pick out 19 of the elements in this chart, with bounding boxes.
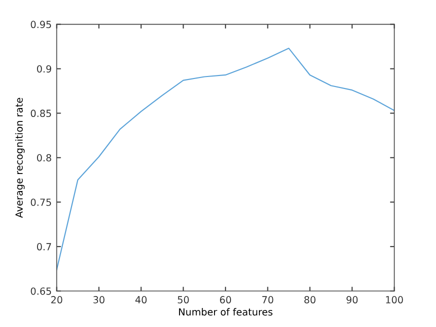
y-tick-label: 0.8	[37, 154, 52, 162]
x-tick-label: 80	[304, 296, 316, 304]
y-tick-label: 0.75	[30, 198, 51, 206]
x-tick-label: 70	[262, 296, 274, 304]
y-tick-label: 0.85	[30, 110, 51, 118]
x-tick-label: 30	[93, 296, 104, 304]
x-tick-label: 90	[346, 296, 358, 304]
y-tick-label: 0.9	[37, 65, 52, 73]
y-tick-label: 0.65	[30, 287, 51, 295]
x-axis-title: Number of features	[179, 308, 272, 316]
y-tick-label: 0.95	[30, 20, 51, 28]
y-tick-label: 0.7	[37, 243, 52, 250]
x-tick-label: 60	[220, 296, 232, 304]
x-tick-label: 20	[51, 296, 62, 304]
line-series	[56, 48, 394, 270]
x-tick-label: 50	[178, 296, 189, 304]
y-axis-title: Average recognition rate	[15, 98, 25, 218]
x-tick-label: 40	[135, 296, 147, 304]
x-tick-label: 100	[386, 296, 403, 304]
